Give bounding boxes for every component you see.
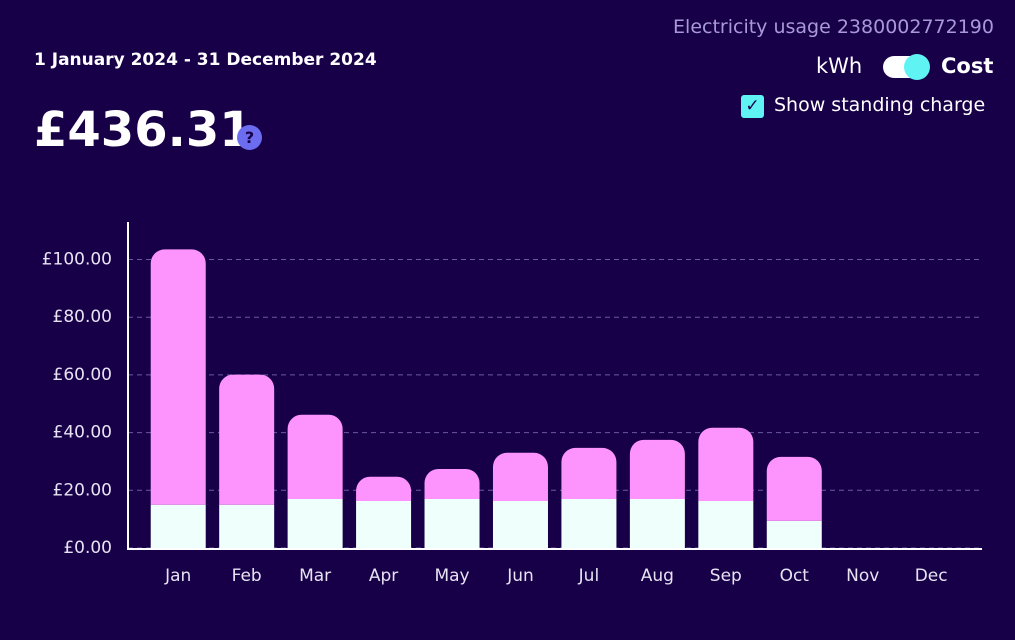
y-tick-label: £60.00 xyxy=(53,365,112,385)
total-cost: £436.31 xyxy=(34,102,253,158)
x-tick-label: Nov xyxy=(846,566,879,586)
y-tick-label: £20.00 xyxy=(53,480,112,500)
x-tick-label: Apr xyxy=(369,566,398,586)
account-label: Electricity usage 2380002772190 xyxy=(673,16,994,38)
x-tick-label: Jan xyxy=(164,566,191,586)
bar-segment xyxy=(698,427,754,501)
x-tick-label: Mar xyxy=(299,566,331,586)
bar-segment xyxy=(492,452,548,501)
y-tick-label: £40.00 xyxy=(53,423,112,443)
bar-segment xyxy=(492,500,548,548)
bar-segment xyxy=(424,468,480,499)
bar-segment xyxy=(766,520,822,548)
checkbox[interactable]: ✓ xyxy=(741,95,764,118)
unit-kwh[interactable]: kWh xyxy=(816,54,863,78)
x-tick-label: Oct xyxy=(780,566,810,586)
bar-segment xyxy=(356,500,412,548)
bar-segment xyxy=(219,374,275,505)
help-icon[interactable]: ? xyxy=(237,125,262,150)
x-tick-label: Sep xyxy=(710,566,742,586)
y-tick-label: £0.00 xyxy=(63,538,112,558)
bar-segment xyxy=(150,249,206,505)
bar-segment xyxy=(287,414,343,499)
bar-segment xyxy=(356,476,412,501)
bar-segment xyxy=(424,498,480,548)
y-tick-label: £100.00 xyxy=(42,250,112,270)
bar-segment xyxy=(766,456,822,521)
x-tick-label: Jul xyxy=(578,566,600,586)
x-tick-label: Dec xyxy=(915,566,948,586)
bar-segment xyxy=(698,500,754,548)
bar-segment xyxy=(629,439,685,499)
period-label: 1 January 2024 - 31 December 2024 xyxy=(34,50,377,70)
x-tick-label: May xyxy=(434,566,469,586)
bar-segment xyxy=(561,498,617,548)
checkbox-label[interactable]: Show standing charge xyxy=(774,94,986,116)
unit-cost[interactable]: Cost xyxy=(941,54,994,78)
bar-segment xyxy=(287,498,343,548)
toggle[interactable] xyxy=(883,54,930,80)
x-tick-label: Aug xyxy=(641,566,674,586)
y-tick-label: £80.00 xyxy=(53,307,112,327)
bar-segment xyxy=(629,498,685,548)
x-tick-label: Feb xyxy=(232,566,262,586)
bar-segment xyxy=(561,447,617,499)
bar-segment xyxy=(150,504,206,548)
x-tick-label: Jun xyxy=(506,566,534,586)
bar-segment xyxy=(219,504,275,548)
